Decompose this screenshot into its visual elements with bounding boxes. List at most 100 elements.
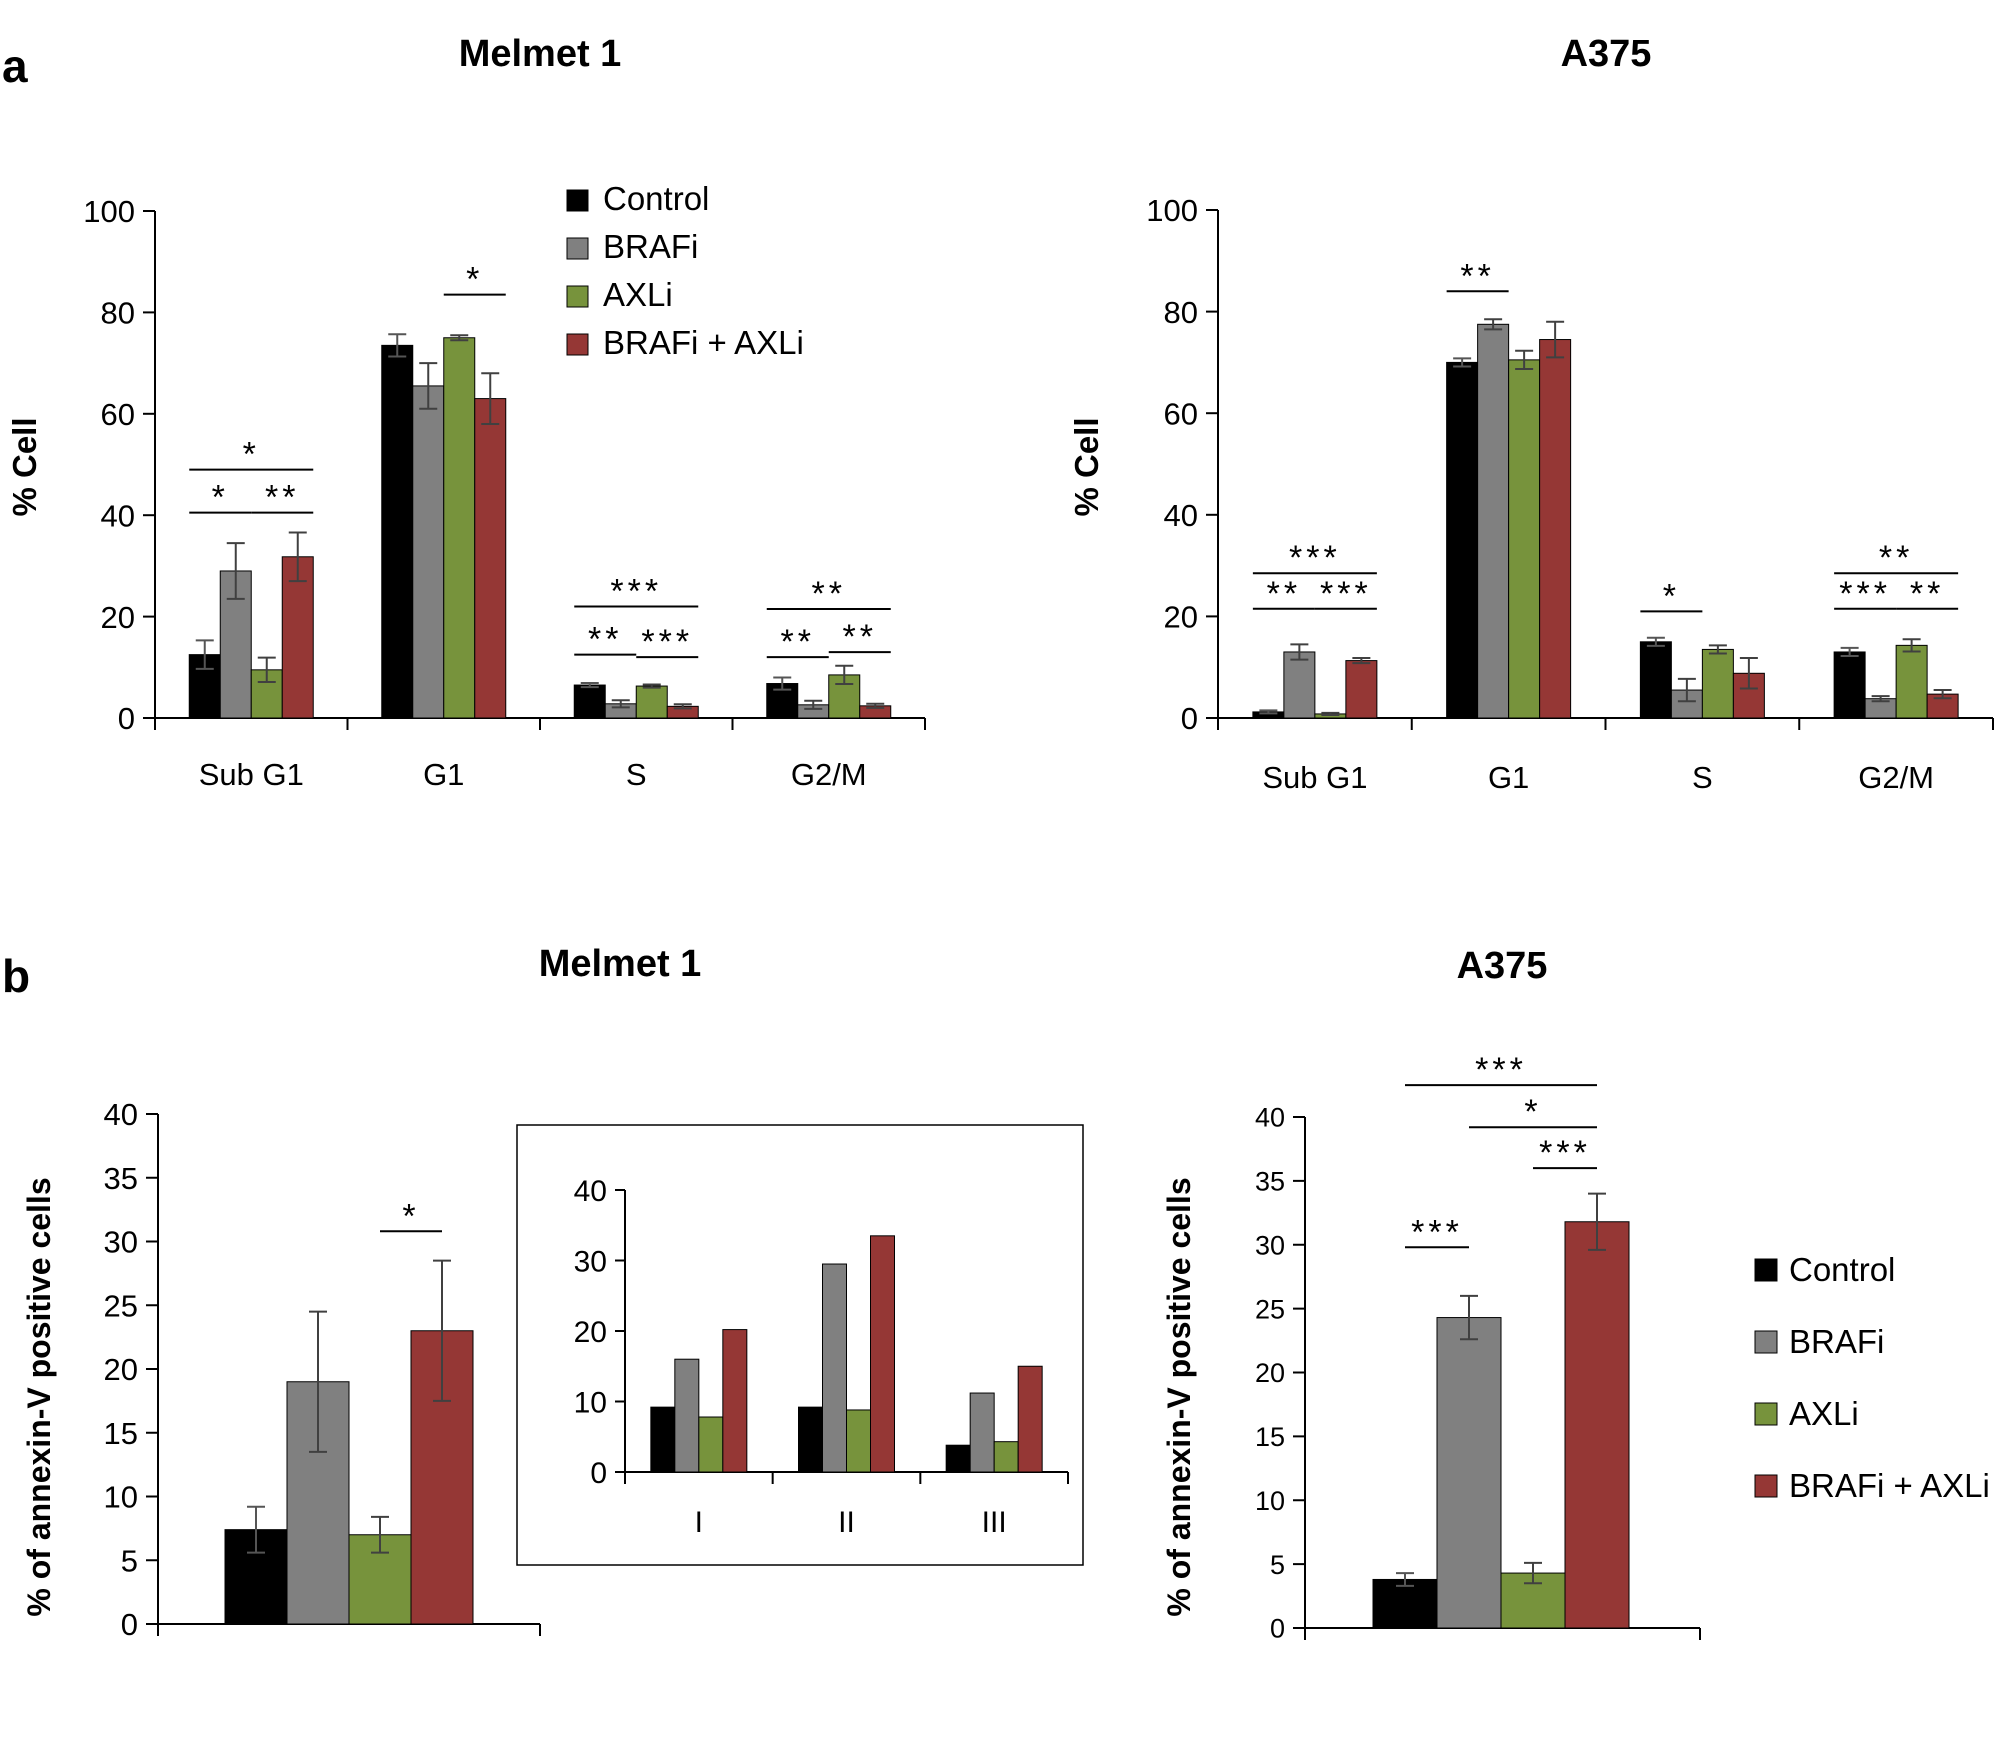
b-a375-ytick-label-40: 40 bbox=[1255, 1103, 1285, 1133]
legend-b-label-combo: BRAFi + AXLi bbox=[1789, 1467, 1990, 1504]
legend-b-item-control: Control bbox=[1754, 1251, 1895, 1288]
chart-title-b-melmet: Melmet 1 bbox=[539, 943, 702, 985]
a-a375-ytick-label-0: 0 bbox=[1181, 701, 1198, 736]
b-melmet-significance-label-0: * bbox=[402, 1197, 419, 1235]
b-melmet-inset-bar-control-iii bbox=[945, 1444, 971, 1473]
legend-b-label-brafi: BRAFi bbox=[1789, 1323, 1884, 1360]
b-melmet-ytick-label-30: 30 bbox=[104, 1225, 138, 1260]
a-melmet-bar-control-s bbox=[573, 684, 606, 719]
a-a375-category-label-g2-m: G2/M bbox=[1858, 760, 1934, 795]
a-melmet-category-label-g1: G1 bbox=[423, 757, 464, 792]
a-a375-ytick-label-80: 80 bbox=[1164, 295, 1198, 330]
ylabel-a-a375: % Cell bbox=[1068, 417, 1105, 516]
b-a375-significance-label-1: *** bbox=[1539, 1134, 1591, 1172]
a-melmet-ytick-label-80: 80 bbox=[101, 296, 135, 331]
a-melmet-bar-brafi-axli-sub-g1 bbox=[281, 556, 314, 719]
a-a375-significance-label-7: ** bbox=[1879, 539, 1913, 577]
a-a375-significance-label-3: ** bbox=[1460, 257, 1494, 295]
a-a375-bar-brafi-s bbox=[1670, 689, 1703, 719]
legend-a-item-axli: AXLi bbox=[566, 276, 673, 313]
a-a375-bar-control-g2-m bbox=[1833, 651, 1866, 719]
b-melmet-ytick-label-0: 0 bbox=[121, 1607, 138, 1642]
b-a375-ytick-label-20: 20 bbox=[1255, 1358, 1285, 1388]
a-a375-significance-label-1: *** bbox=[1320, 575, 1372, 613]
b-melmet-ytick-label-5: 5 bbox=[121, 1543, 138, 1578]
a-melmet-bar-axli-g1 bbox=[443, 337, 476, 719]
legend-a-swatch-axli bbox=[566, 285, 589, 308]
b-melmet-inset-category-label-i: I bbox=[695, 1506, 703, 1539]
b-melmet-inset-bar-axli-iii bbox=[993, 1441, 1019, 1473]
b-a375-ytick-label-10: 10 bbox=[1255, 1486, 1285, 1516]
b-a375-bar-brafi-group bbox=[1436, 1317, 1502, 1629]
a-a375-significance-label-5: *** bbox=[1839, 575, 1891, 613]
b-melmet-ytick-label-25: 25 bbox=[104, 1288, 138, 1323]
b-melmet-ytick-label-40: 40 bbox=[104, 1097, 138, 1132]
legend-b-label-axli: AXLi bbox=[1789, 1395, 1859, 1432]
a-a375-significance-label-6: ** bbox=[1910, 575, 1944, 613]
b-melmet-inset-bar-control-ii bbox=[798, 1406, 823, 1473]
b-melmet-inset-bar-axli-i bbox=[698, 1416, 724, 1473]
legend-a-swatch-control bbox=[566, 189, 589, 212]
chart-title-b-a375: A375 bbox=[1457, 945, 1548, 987]
a-melmet-category-label-g2-m: G2/M bbox=[791, 757, 867, 792]
b-melmet-inset-bar-control-i bbox=[650, 1406, 676, 1473]
a-melmet-significance-label-3: * bbox=[466, 261, 483, 299]
b-melmet-ytick-label-10: 10 bbox=[104, 1480, 138, 1515]
legend-a-item-control: Control bbox=[566, 180, 709, 217]
b-melmet-inset-bar-brafi-ii bbox=[822, 1263, 847, 1473]
a-a375-ytick-label-40: 40 bbox=[1164, 498, 1198, 533]
plot-b-melmet: 0 5 10 15 20 25 30 35 40 * bbox=[104, 1097, 541, 1642]
b-melmet-inset-ytick-label-20: 20 bbox=[574, 1316, 607, 1349]
legend-a: Control BRAFi AXLi BRAFi + AXLi bbox=[566, 180, 804, 361]
b-melmet-ytick-label-35: 35 bbox=[104, 1161, 138, 1196]
a-melmet-significance-label-9: ** bbox=[812, 575, 846, 613]
ylabel-a-melmet: % Cell bbox=[6, 417, 43, 516]
a-melmet-bar-control-g1 bbox=[381, 344, 414, 719]
a-melmet-ytick-label-60: 60 bbox=[101, 397, 135, 432]
b-melmet-inset-bar-brafi-axli-iii bbox=[1017, 1365, 1043, 1473]
legend-a-label-axli: AXLi bbox=[603, 276, 673, 313]
a-melmet-bar-axli-s bbox=[635, 685, 668, 719]
a-melmet-ytick-label-40: 40 bbox=[101, 498, 135, 533]
a-a375-ytick-label-20: 20 bbox=[1164, 600, 1198, 635]
b-melmet-inset-ytick-label-30: 30 bbox=[574, 1245, 607, 1278]
a-a375-category-label-s: S bbox=[1692, 760, 1713, 795]
legend-a-item-brafi: BRAFi bbox=[566, 228, 698, 265]
b-melmet-inset-ytick-label-0: 0 bbox=[590, 1457, 607, 1490]
a-melmet-significance-label-8: ** bbox=[843, 618, 877, 656]
b-melmet-inset-bar-brafi-i bbox=[674, 1358, 700, 1473]
b-a375-ytick-label-5: 5 bbox=[1270, 1550, 1285, 1580]
b-a375-ytick-label-35: 35 bbox=[1255, 1167, 1285, 1197]
legend-a-label-combo: BRAFi + AXLi bbox=[603, 324, 804, 361]
legend-a-label-control: Control bbox=[603, 180, 709, 217]
b-a375-ytick-label-30: 30 bbox=[1255, 1230, 1285, 1260]
a-a375-category-label-g1: G1 bbox=[1488, 760, 1529, 795]
a-a375-bar-axli-s bbox=[1701, 648, 1734, 719]
legend-b-swatch-brafi bbox=[1754, 1330, 1778, 1354]
a-a375-bar-brafi-axli-sub-g1 bbox=[1345, 660, 1378, 719]
legend-b-item-combo: BRAFi + AXLi bbox=[1754, 1467, 1990, 1504]
a-a375-ytick-label-60: 60 bbox=[1164, 396, 1198, 431]
chart-title-a-a375: A375 bbox=[1561, 33, 1652, 75]
b-melmet-ytick-label-20: 20 bbox=[104, 1352, 138, 1387]
a-melmet-significance-label-5: *** bbox=[641, 623, 693, 661]
a-melmet-ytick-label-0: 0 bbox=[118, 701, 135, 736]
a-melmet-category-label-sub-g1: Sub G1 bbox=[199, 757, 304, 792]
chart-title-a-melmet: Melmet 1 bbox=[459, 33, 622, 75]
b-melmet-inset-bar-brafi-iii bbox=[969, 1392, 995, 1473]
a-melmet-significance-label-1: ** bbox=[265, 479, 299, 517]
panel-label-a: a bbox=[2, 40, 28, 92]
b-melmet-inset-category-label-ii: II bbox=[838, 1506, 855, 1539]
inset-frame bbox=[516, 1124, 1084, 1566]
a-a375-bar-brafi-axli-g1 bbox=[1539, 339, 1572, 719]
a-a375-bar-control-g1 bbox=[1446, 361, 1479, 719]
legend-b: Control BRAFi AXLi BRAFi + AXLi bbox=[1754, 1251, 1990, 1504]
legend-a-swatch-brafi bbox=[566, 237, 589, 260]
b-melmet-ytick-label-15: 15 bbox=[104, 1416, 138, 1451]
b-melmet-inset-ytick-label-40: 40 bbox=[574, 1175, 607, 1208]
b-a375-significance-label-3: *** bbox=[1475, 1051, 1527, 1089]
